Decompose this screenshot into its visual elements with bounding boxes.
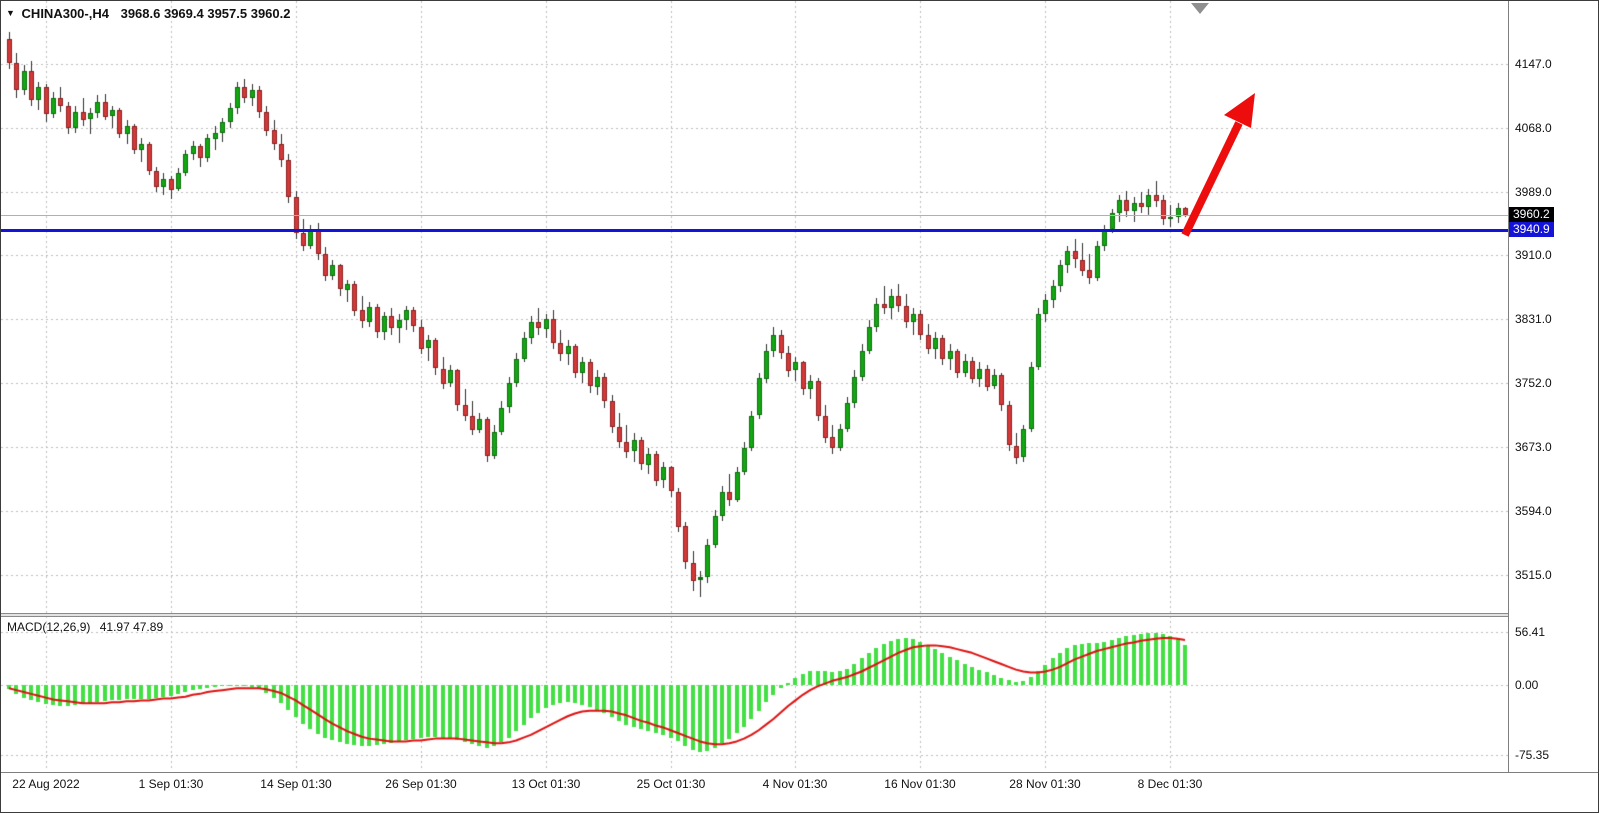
date-tick-label: 25 Oct 01:30 [636, 777, 706, 791]
price-tick-label: 3673.0 [1515, 440, 1552, 455]
price-tick-label: 3831.0 [1515, 312, 1552, 327]
horizontal-line-object[interactable] [1, 229, 1508, 232]
symbol-label: CHINA300-,H4 [21, 6, 109, 21]
trend-arrow-shaft [1181, 121, 1243, 237]
current-price-tag: 3960.2 [1509, 207, 1554, 222]
date-tick-label: 1 Sep 01:30 [138, 777, 204, 791]
date-tick-label: 26 Sep 01:30 [385, 777, 457, 791]
trend-arrow-head [1224, 93, 1255, 128]
hline-price-tag: 3940.9 [1509, 222, 1554, 237]
price-tick-label: 3910.0 [1515, 248, 1552, 263]
chart-header: ▼ CHINA300-,H4 3968.6 3969.4 3957.5 3960… [6, 6, 290, 21]
macd-tick-label: 0.00 [1515, 677, 1539, 692]
price-tick-label: 4068.0 [1515, 120, 1552, 135]
current-price-line [1, 215, 1508, 216]
panel-separator[interactable] [1, 613, 1598, 617]
macd-name: MACD(12,26,9) [7, 620, 91, 634]
chart-shift-marker-icon [1191, 3, 1209, 14]
trend-arrow[interactable] [1179, 87, 1274, 247]
price-axis[interactable]: 4147.0 4068.0 3989.0 3910.0 3831.0 3752.0 3673… [1508, 1, 1598, 772]
date-tick-label: 16 Nov 01:30 [884, 777, 956, 791]
date-axis[interactable]: 22 Aug 2022 1 Sep 01:30 14 Sep 01:30 26 Sep… [1, 772, 1598, 799]
date-tick-label: 4 Nov 01:30 [762, 777, 828, 791]
date-tick-label: 22 Aug 2022 [12, 777, 80, 791]
macd-values: 41.97 47.89 [99, 620, 164, 634]
date-tick-label: 14 Sep 01:30 [260, 777, 332, 791]
date-tick-label: 8 Dec 01:30 [1137, 777, 1203, 791]
symbol-triangle-icon: ▼ [6, 8, 15, 18]
ohlc-quote-label: 3968.6 3969.4 3957.5 3960.2 [120, 6, 291, 21]
macd-indicator-label: MACD(12,26,9) 41.97 47.89 [7, 620, 163, 634]
date-tick-label: 28 Nov 01:30 [1009, 777, 1081, 791]
price-tick-label: 3752.0 [1515, 376, 1552, 391]
price-tick-label: 4147.0 [1515, 56, 1552, 71]
price-tick-label: 3515.0 [1515, 567, 1552, 582]
macd-tick-label: 56.41 [1515, 624, 1546, 639]
date-tick-label: 13 Oct 01:30 [511, 777, 581, 791]
macd-tick-label: -75.35 [1515, 747, 1550, 762]
price-tick-label: 3594.0 [1515, 504, 1552, 519]
price-tick-label: 3989.0 [1515, 184, 1552, 199]
